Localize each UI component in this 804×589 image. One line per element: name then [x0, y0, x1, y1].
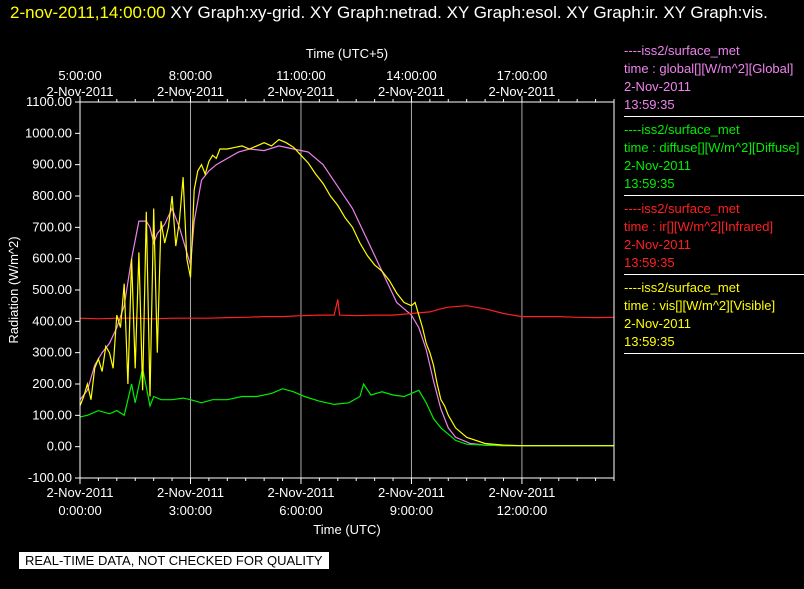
y-tick-label: 0.00 [47, 439, 72, 454]
x-tick-time: 0:00:00 [58, 503, 101, 518]
legend-variable: time : vis[][W/m^2][Visible] [624, 298, 776, 313]
x2-tick-date: 2-Nov-2011 [488, 84, 555, 99]
legend-date: 2-Nov-2011 [624, 79, 691, 94]
legend-entry-vis: ----iss2/surface_met time : vis[][W/m^2]… [624, 279, 804, 354]
x-tick-date: 2-Nov-2011 [267, 485, 334, 500]
series-line-ir [79, 299, 615, 320]
x-tick-time: 6:00:00 [279, 503, 322, 518]
legend-date: 2-Nov-2011 [624, 237, 691, 252]
legend-source: ----iss2/surface_met [624, 43, 740, 58]
legend-source: ----iss2/surface_met [624, 201, 740, 216]
legend-source: ----iss2/surface_met [624, 122, 740, 137]
series-line-global [79, 145, 614, 447]
legend-variable: time : diffuse[][W/m^2][Diffuse] [624, 140, 800, 155]
legend-date: 2-Nov-2011 [624, 158, 691, 173]
x2-tick-time: 17:00:00 [497, 68, 548, 83]
y-tick-label: 100.00 [32, 407, 72, 422]
legend-entry-global: ----iss2/surface_met time : global[][W/m… [624, 42, 804, 117]
x-tick-date: 2-Nov-2011 [47, 485, 114, 500]
x-tick-time: 3:00:00 [169, 503, 212, 518]
legend-time: 13:59:35 [624, 176, 675, 191]
x-tick-date: 2-Nov-2011 [488, 485, 555, 500]
y-tick-label: 200.00 [32, 376, 72, 391]
y-tick-label: 600.00 [32, 251, 72, 266]
legend-date: 2-Nov-2011 [624, 316, 691, 331]
quality-disclaimer: REAL-TIME DATA, NOT CHECKED FOR QUALITY [19, 552, 329, 569]
y-tick-label: 300.00 [32, 345, 72, 360]
y-tick-label: 800.00 [32, 188, 72, 203]
legend: ----iss2/surface_met time : global[][W/m… [624, 42, 804, 358]
legend-variable: time : global[][W/m^2][Global] [624, 61, 794, 76]
x2-tick-date: 2-Nov-2011 [157, 84, 224, 99]
x2-tick-date: 2-Nov-2011 [267, 84, 334, 99]
x2-tick-date: 2-Nov-2011 [47, 84, 114, 99]
y-tick-label: -100.00 [28, 470, 72, 485]
y-tick-label: 500.00 [32, 282, 72, 297]
y-tick-label: 1000.00 [25, 125, 72, 140]
legend-entry-diffuse: ----iss2/surface_met time : diffuse[][W/… [624, 121, 804, 196]
legend-time: 13:59:35 [624, 255, 675, 270]
x2-tick-time: 14:00:00 [386, 68, 437, 83]
header-title-line: 2-nov-2011,14:00:00 XY Graph:xy-grid. XY… [10, 2, 800, 24]
y-tick-label: 900.00 [32, 157, 72, 172]
x2-tick-time: 8:00:00 [169, 68, 212, 83]
legend-variable: time : ir[][W/m^2][Infrared] [624, 219, 774, 234]
chart-series [79, 138, 615, 447]
x2-tick-time: 5:00:00 [58, 68, 101, 83]
legend-source: ----iss2/surface_met [624, 280, 740, 295]
y-axis: -100.00 0.00 100.00 200.00 300.00 400.00 500.0… [25, 94, 80, 485]
legend-time: 13:59:35 [624, 334, 675, 349]
header-time: 2-nov-2011,14:00:00 [10, 3, 166, 22]
x2-tick-time: 11:00:00 [276, 68, 326, 83]
legend-time: 13:59:35 [624, 97, 675, 112]
x2-tick-date: 2-Nov-2011 [378, 84, 445, 99]
legend-entry-ir: ----iss2/surface_met time : ir[][W/m^2][… [624, 200, 804, 275]
x-tick-date: 2-Nov-2011 [157, 485, 224, 500]
y-tick-label: 700.00 [32, 219, 72, 234]
y-tick-label: 1100.00 [26, 94, 72, 109]
x-axis-top: 5:00:002-Nov-20118:00:002-Nov-201111:00:… [47, 68, 615, 102]
chart-grid [79, 102, 523, 478]
x-axis-bottom: 2-Nov-2011 0:00:00 2-Nov-2011 3:00:00 2-Nov-… [47, 478, 615, 518]
x2-axis-label: Time (UTC+5) [306, 46, 388, 61]
x-tick-time: 9:00:00 [390, 503, 433, 518]
series-line-diffuse [79, 368, 614, 447]
header-graph-titles: XY Graph:xy-grid. XY Graph:netrad. XY Gr… [170, 3, 768, 22]
plot-frame [79, 101, 615, 479]
y-tick-label: 400.00 [32, 313, 72, 328]
x-axis-label: Time (UTC) [313, 522, 380, 537]
y-axis-label: Radiation (W/m^2) [6, 236, 21, 343]
x-tick-time: 12:00:00 [497, 503, 548, 518]
x-tick-date: 2-Nov-2011 [378, 485, 445, 500]
series-line-vis [79, 138, 614, 447]
